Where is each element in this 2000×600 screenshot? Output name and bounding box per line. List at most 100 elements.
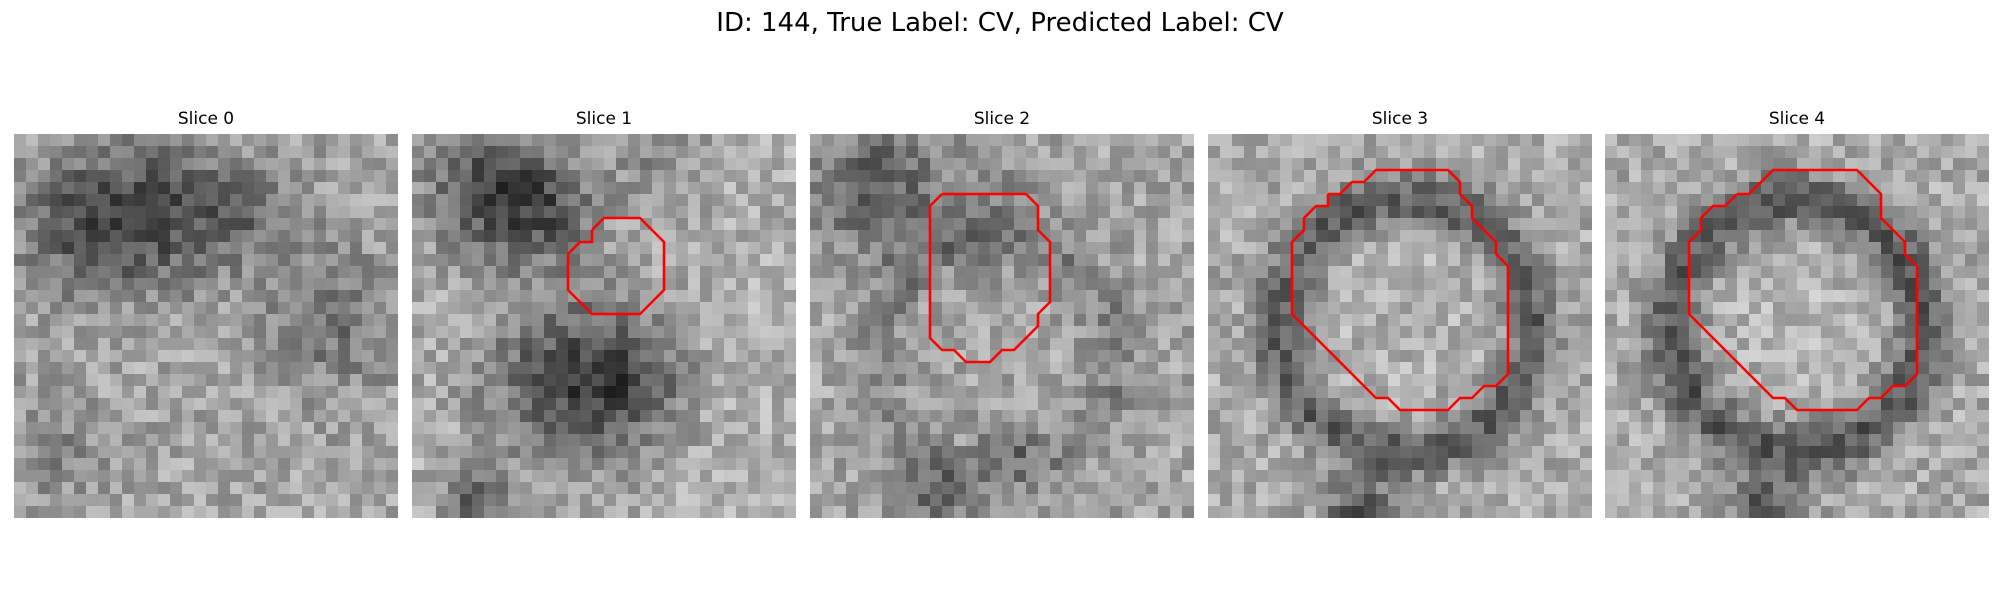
pixel bbox=[218, 302, 231, 315]
pixel bbox=[218, 398, 231, 411]
pixel bbox=[556, 182, 569, 195]
pixel bbox=[568, 230, 581, 243]
pixel bbox=[628, 374, 641, 387]
pixel bbox=[1893, 266, 1906, 279]
pixel bbox=[676, 146, 689, 159]
pixel bbox=[122, 458, 135, 471]
pixel bbox=[350, 350, 363, 363]
pixel bbox=[134, 158, 147, 171]
pixel bbox=[906, 386, 919, 399]
pixel bbox=[894, 470, 907, 483]
pixel bbox=[1304, 482, 1317, 495]
pixel bbox=[978, 230, 991, 243]
pixel bbox=[1472, 290, 1485, 303]
pixel bbox=[556, 218, 569, 231]
pixel bbox=[472, 470, 485, 483]
pixel bbox=[628, 278, 641, 291]
pixel bbox=[350, 206, 363, 219]
pixel bbox=[1146, 146, 1159, 159]
pixel bbox=[1965, 422, 1978, 435]
pixel bbox=[412, 170, 425, 183]
pixel bbox=[966, 278, 979, 291]
pixel bbox=[170, 338, 183, 351]
pixel bbox=[1941, 146, 1954, 159]
pixel bbox=[1520, 242, 1533, 255]
pixel bbox=[158, 254, 171, 267]
pixel bbox=[1653, 326, 1666, 339]
pixel bbox=[314, 470, 327, 483]
pixel bbox=[266, 182, 279, 195]
pixel bbox=[436, 206, 449, 219]
pixel bbox=[1761, 314, 1774, 327]
pixel bbox=[1460, 458, 1473, 471]
pixel bbox=[1917, 350, 1930, 363]
pixel bbox=[1364, 494, 1377, 507]
pixel bbox=[472, 362, 485, 375]
pixel bbox=[1062, 218, 1075, 231]
pixel bbox=[1134, 314, 1147, 327]
pixel bbox=[194, 386, 207, 399]
pixel bbox=[712, 326, 725, 339]
pixel bbox=[1208, 278, 1221, 291]
pixel bbox=[604, 362, 617, 375]
pixel bbox=[810, 458, 823, 471]
pixel bbox=[1761, 410, 1774, 423]
pixel bbox=[544, 158, 557, 171]
pixel bbox=[918, 182, 931, 195]
pixel bbox=[1244, 422, 1257, 435]
pixel bbox=[1532, 506, 1545, 518]
pixel bbox=[134, 338, 147, 351]
pixel bbox=[822, 194, 835, 207]
pixel bbox=[1146, 506, 1159, 518]
pixel bbox=[1568, 362, 1581, 375]
pixel bbox=[424, 218, 437, 231]
pixel bbox=[206, 242, 219, 255]
pixel bbox=[1316, 386, 1329, 399]
pixel bbox=[436, 470, 449, 483]
pixel bbox=[436, 458, 449, 471]
pixel bbox=[374, 458, 387, 471]
pixel bbox=[1713, 230, 1726, 243]
pixel bbox=[1292, 422, 1305, 435]
pixel bbox=[1388, 446, 1401, 459]
pixel bbox=[254, 146, 267, 159]
pixel bbox=[1785, 434, 1798, 447]
pixel bbox=[942, 230, 955, 243]
pixel bbox=[1773, 278, 1786, 291]
pixel bbox=[254, 278, 267, 291]
pixel bbox=[1220, 410, 1233, 423]
pixel bbox=[26, 458, 39, 471]
pixel bbox=[1629, 218, 1642, 231]
pixel bbox=[664, 422, 677, 435]
pixel bbox=[1484, 422, 1497, 435]
pixel bbox=[1821, 170, 1834, 183]
pixel bbox=[1821, 326, 1834, 339]
pixel bbox=[374, 314, 387, 327]
pixel bbox=[1544, 362, 1557, 375]
pixel bbox=[508, 362, 521, 375]
pixel bbox=[508, 314, 521, 327]
pixel bbox=[1797, 350, 1810, 363]
pixel bbox=[1436, 242, 1449, 255]
pixel bbox=[278, 446, 291, 459]
pixel bbox=[822, 302, 835, 315]
pixel bbox=[1256, 314, 1269, 327]
pixel bbox=[1689, 398, 1702, 411]
pixel bbox=[942, 314, 955, 327]
pixel bbox=[700, 470, 713, 483]
pixel bbox=[1340, 410, 1353, 423]
pixel bbox=[1038, 254, 1051, 267]
pixel bbox=[1182, 218, 1194, 231]
pixel bbox=[1917, 278, 1930, 291]
pixel bbox=[508, 398, 521, 411]
pixel bbox=[1376, 302, 1389, 315]
pixel bbox=[724, 302, 737, 315]
pixel bbox=[1400, 218, 1413, 231]
pixel bbox=[242, 374, 255, 387]
pixel bbox=[230, 266, 243, 279]
pixel bbox=[448, 350, 461, 363]
pixel bbox=[712, 422, 725, 435]
pixel bbox=[616, 194, 629, 207]
pixel bbox=[1761, 230, 1774, 243]
pixel bbox=[1388, 362, 1401, 375]
